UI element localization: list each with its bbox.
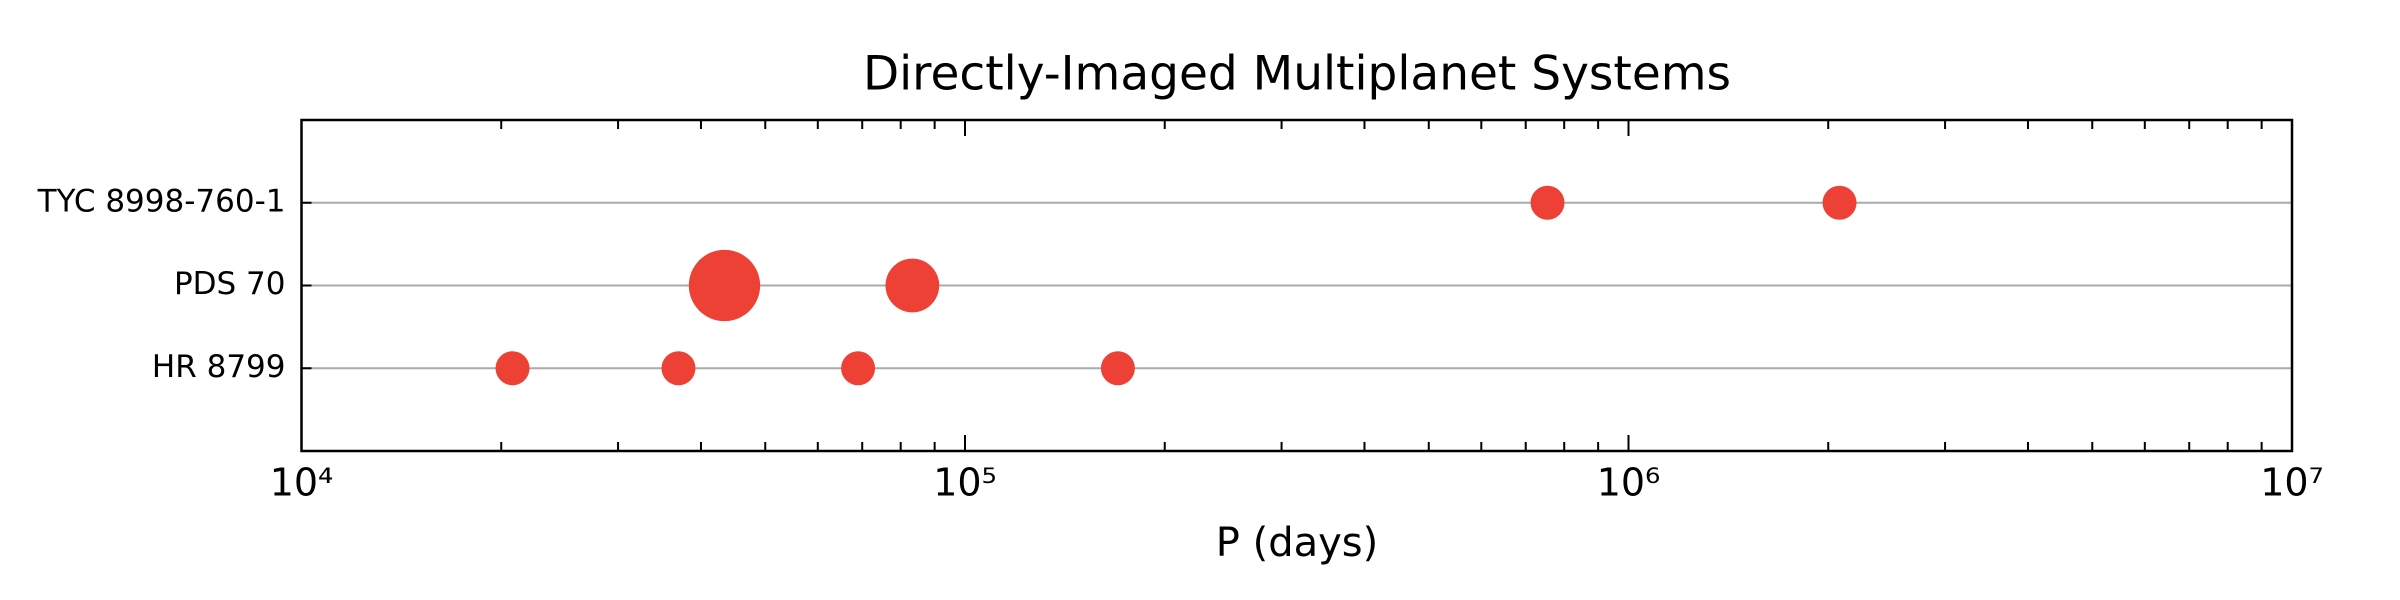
planet-point	[495, 351, 530, 386]
y-tick-label: TYC 8998-760-1	[37, 183, 286, 219]
planet-point	[688, 249, 761, 322]
planet-point	[1822, 185, 1857, 220]
chart-title: Directly-Imaged Multiplanet Systems	[863, 47, 1731, 102]
x-tick-label: 10⁵	[933, 461, 997, 505]
y-tick-label: PDS 70	[174, 266, 286, 302]
x-axis-label: P (days)	[1216, 520, 1378, 566]
planet-point	[841, 351, 876, 386]
x-tick-label: 10⁴	[270, 461, 334, 505]
x-tick-label: 10⁷	[2260, 461, 2324, 505]
planet-point	[1100, 351, 1135, 386]
planet-point	[1530, 185, 1565, 220]
y-tick-label: HR 8799	[152, 349, 286, 385]
planet-point	[885, 258, 940, 313]
plot-frame	[300, 118, 2294, 453]
x-tick-label: 10⁶	[1597, 461, 1661, 505]
planet-point	[661, 351, 696, 386]
